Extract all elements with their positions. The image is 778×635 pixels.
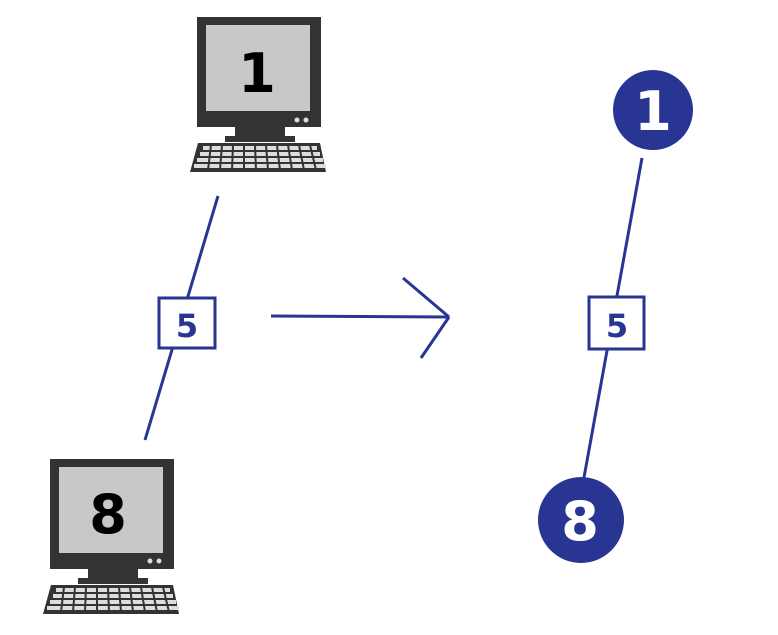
node-bottom xyxy=(538,477,624,563)
node-bottom-label: 8 xyxy=(561,490,599,553)
computer-bottom-label: 8 xyxy=(89,483,127,546)
node-top xyxy=(613,70,693,150)
computer-bottom-icon xyxy=(43,459,179,614)
left-edge-weight-label: 5 xyxy=(176,307,198,345)
computer-top-label: 1 xyxy=(238,42,276,105)
computer-top-icon xyxy=(190,17,326,172)
right-edge-weight-box xyxy=(587,295,646,351)
transform-arrow-icon xyxy=(270,276,451,359)
right-edge-weight-label: 5 xyxy=(606,307,628,345)
node-top-label: 1 xyxy=(634,80,672,143)
left-edge-weight-box xyxy=(157,296,217,350)
